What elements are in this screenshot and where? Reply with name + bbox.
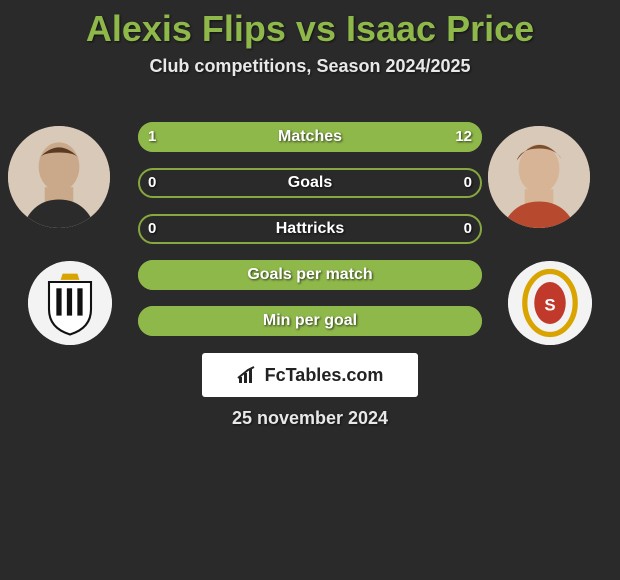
chart-icon: [237, 365, 259, 385]
shield-icon: [28, 261, 112, 345]
bar-row: Min per goal: [138, 306, 482, 336]
page-subtitle: Club competitions, Season 2024/2025: [0, 56, 620, 77]
bar-right-value: 0: [464, 214, 472, 244]
bar-label: Goals: [138, 168, 482, 198]
watermark-text: FcTables.com: [265, 365, 384, 386]
bar-right-value: 12: [455, 122, 472, 152]
date-label: 25 november 2024: [0, 408, 620, 429]
shield-icon: S: [508, 261, 592, 345]
watermark: FcTables.com: [202, 353, 418, 397]
bar-left-value: 0: [148, 168, 156, 198]
bar-label: Hattricks: [138, 214, 482, 244]
bar-label: Goals per match: [138, 260, 482, 290]
player-right-avatar: [488, 126, 590, 228]
bar-right-value: 0: [464, 168, 472, 198]
club-left-badge: [28, 261, 112, 345]
bar-left-value: 1: [148, 122, 156, 152]
comparison-bars: Matches112Goals00Hattricks00Goals per ma…: [138, 122, 482, 352]
person-icon: [488, 126, 590, 228]
bar-row: Matches1 12: [138, 122, 482, 152]
bar-label: Matches: [138, 122, 482, 152]
bar-row: Hattricks0 0: [138, 214, 482, 244]
person-icon: [8, 126, 110, 228]
bar-label: Min per goal: [138, 306, 482, 336]
bar-row: Goals per match: [138, 260, 482, 290]
bar-row: Goals0 0: [138, 168, 482, 198]
club-right-badge: S: [508, 261, 592, 345]
page-title: Alexis Flips vs Isaac Price: [0, 0, 620, 50]
player-left-avatar: [8, 126, 110, 228]
bar-left-value: 0: [148, 214, 156, 244]
svg-text:S: S: [544, 295, 555, 314]
